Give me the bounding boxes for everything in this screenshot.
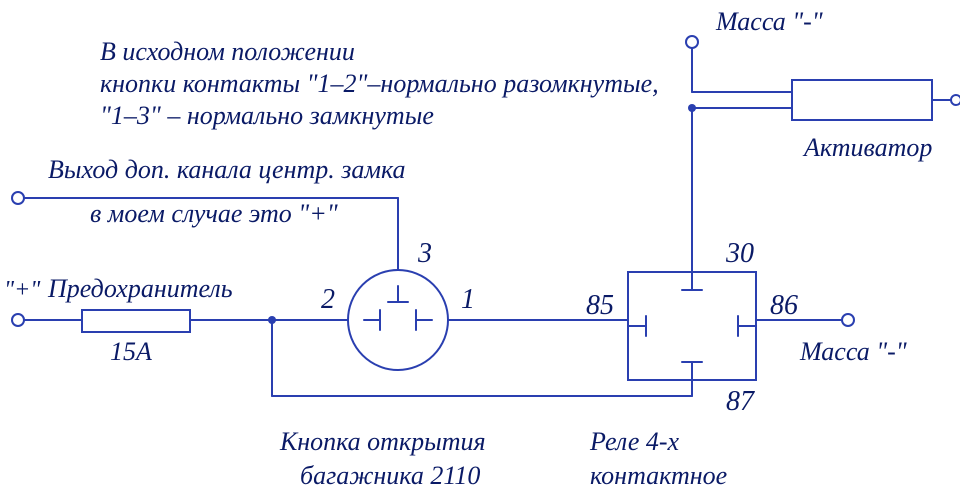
pin-3: 3 [417,238,432,269]
node-relay-top [688,104,696,112]
note-line-3: "1–3" – нормально замкнутые [100,101,434,130]
fuse-value: 15А [110,337,152,366]
button-label-1: Кнопка открытия [279,427,486,456]
ground-right-label: Масса "-" [799,337,907,366]
pin-1: 1 [461,284,475,315]
actuator-label: Активатор [802,133,932,162]
pin-86: 86 [770,290,798,321]
actuator-rod-end [951,95,960,105]
ground-top-label: Масса "-" [715,7,823,36]
terminal-aux [12,192,24,204]
relay-label-1: Реле 4-х [589,427,680,456]
note-line-1: В исходном положении [100,37,355,66]
fuse-label: Предохранитель [47,274,233,303]
pin-30: 30 [725,238,754,269]
button-label-2: багажника 2110 [300,461,480,490]
terminal-ground-top [686,36,698,48]
note-line-2: кнопки контакты "1–2"–нормально разомкну… [100,69,659,98]
aux-label-2: в моем случае это "+" [90,199,338,228]
fuse [82,310,190,332]
plus-label: "+" [4,277,41,303]
actuator [792,80,932,120]
terminal-plus [12,314,24,326]
relay-label-2: контактное [590,461,727,490]
pin-87: 87 [726,386,755,417]
pin-2: 2 [321,284,335,315]
aux-label-1: Выход доп. канала центр. замка [48,155,406,184]
terminal-ground-right [842,314,854,326]
pin-85: 85 [586,290,614,321]
